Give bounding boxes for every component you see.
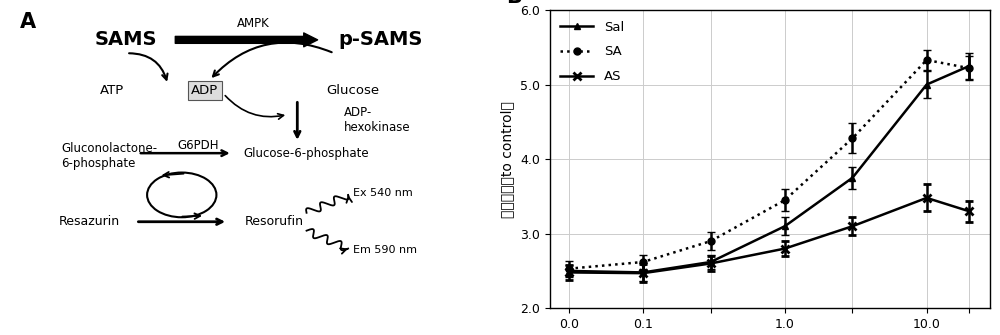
Text: Glucose: Glucose xyxy=(326,84,379,97)
Text: Gluconolactone-
6-phosphate: Gluconolactone- 6-phosphate xyxy=(62,142,158,170)
Text: AMPK: AMPK xyxy=(237,17,270,30)
Y-axis label: 相对活性（to control）: 相对活性（to control） xyxy=(501,101,515,217)
Legend: Sal, SA, AS: Sal, SA, AS xyxy=(556,17,628,87)
Text: ADP-
hexokinase: ADP- hexokinase xyxy=(344,107,410,134)
Text: Resorufin: Resorufin xyxy=(245,215,304,228)
Text: Ex 540 nm: Ex 540 nm xyxy=(353,188,413,198)
Text: SAMS: SAMS xyxy=(95,30,158,49)
Text: B: B xyxy=(506,0,522,7)
Text: Em 590 nm: Em 590 nm xyxy=(353,245,417,255)
FancyArrowPatch shape xyxy=(175,33,318,47)
Text: A: A xyxy=(20,11,36,31)
Text: p-SAMS: p-SAMS xyxy=(338,30,423,49)
Text: ATP: ATP xyxy=(100,84,125,97)
Text: ADP: ADP xyxy=(191,84,218,97)
Text: Resazurin: Resazurin xyxy=(59,215,120,228)
Text: G6PDH: G6PDH xyxy=(177,139,219,152)
Text: Glucose-6-phosphate: Glucose-6-phosphate xyxy=(244,147,369,160)
